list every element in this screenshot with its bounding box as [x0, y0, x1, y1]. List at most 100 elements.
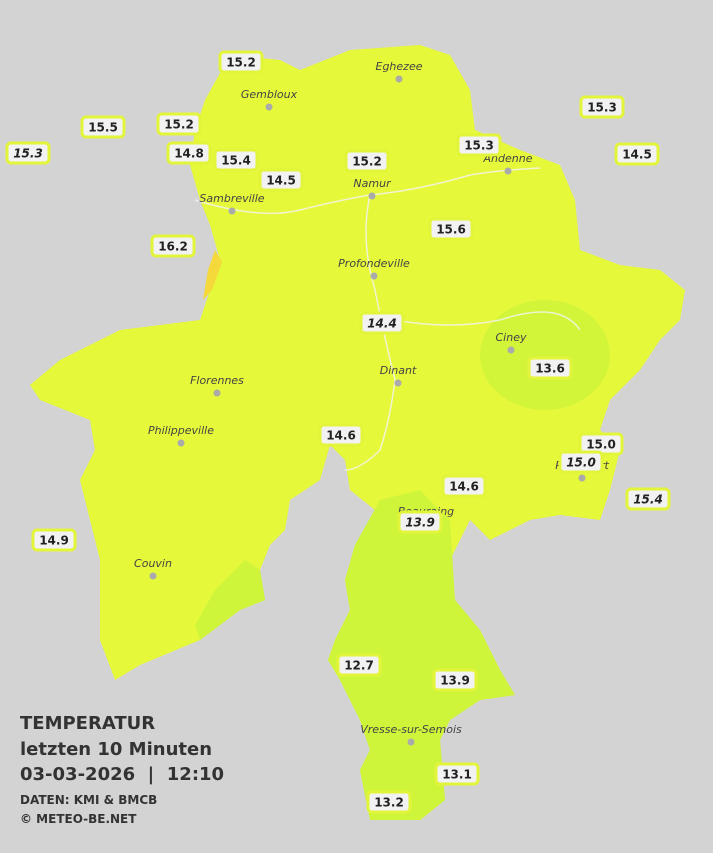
title: TEMPERATUR: [20, 713, 155, 734]
station-value: 15.5: [88, 121, 118, 135]
station-value: 13.6: [535, 362, 565, 376]
station: 13.9: [397, 510, 443, 534]
station: 15.5: [80, 115, 126, 139]
station-value: 16.2: [158, 240, 188, 254]
station-value: 14.5: [622, 148, 652, 162]
station-box: [614, 142, 660, 166]
station: 13.6: [527, 356, 573, 380]
station: 13.2: [366, 790, 412, 814]
station-value: 13.9: [405, 516, 435, 530]
station-box: [428, 217, 474, 241]
station-value: 14.8: [174, 147, 204, 161]
station-box: [625, 487, 671, 511]
station-value: 15.0: [566, 456, 596, 470]
city-label: Profondeville: [338, 257, 410, 270]
station-box: [150, 234, 196, 258]
station: 16.2: [150, 234, 196, 258]
station-box: [397, 510, 443, 534]
station-box: [166, 141, 212, 165]
station: 13.9: [432, 668, 478, 692]
station: 15.3: [456, 133, 502, 157]
station-value: 14.6: [326, 429, 356, 443]
cool-zone: [195, 560, 265, 640]
city-dot: [177, 439, 185, 447]
station-box: [558, 450, 604, 474]
city-label: Eghezee: [376, 60, 423, 73]
city-dot: [213, 389, 221, 397]
city-dot: [265, 103, 273, 111]
station-value: 14.9: [39, 534, 69, 548]
station-value: 15.0: [586, 438, 616, 452]
station-value: 15.6: [436, 223, 466, 237]
station: 15.3: [5, 141, 51, 165]
station: 14.9: [31, 528, 77, 552]
station-box: [359, 311, 405, 335]
station-box: [366, 790, 412, 814]
city-label: Dinant: [380, 364, 417, 377]
station-value: 15.4: [221, 154, 251, 168]
station-box: [344, 149, 390, 173]
station-value: 13.1: [442, 768, 472, 782]
city-dot: [504, 167, 512, 175]
city-dot: [507, 346, 515, 354]
city-dot: [149, 572, 157, 580]
city-dot: [578, 474, 586, 482]
subtitle: letzten 10 Minuten: [20, 739, 212, 760]
station-box: [80, 115, 126, 139]
station-value: 15.3: [587, 101, 617, 115]
station-box: [156, 112, 202, 136]
station: 15.0: [578, 432, 624, 456]
station: 15.2: [344, 149, 390, 173]
city-label: Florennes: [190, 374, 244, 387]
station-value: 15.3: [13, 147, 43, 161]
station: 15.4: [213, 148, 259, 172]
station-box: [258, 168, 304, 192]
city-dot: [368, 192, 376, 200]
city-dot: [370, 272, 378, 280]
station-value: 12.7: [344, 659, 374, 673]
station-value: 15.2: [226, 56, 256, 70]
station: 15.2: [156, 112, 202, 136]
station-box: [213, 148, 259, 172]
station-box: [5, 141, 51, 165]
station-value: 14.6: [449, 480, 479, 494]
station-value: 14.5: [266, 174, 296, 188]
station: 14.8: [166, 141, 212, 165]
station: 14.5: [614, 142, 660, 166]
station: 15.3: [579, 95, 625, 119]
city-label: Philippeville: [148, 424, 214, 437]
station: 14.4: [359, 311, 405, 335]
timestamp: 03-03-2026 | 12:10: [20, 764, 224, 785]
city-dot: [395, 75, 403, 83]
station-value: 15.2: [164, 118, 194, 132]
cool-zone: [328, 490, 515, 820]
station-value: 15.4: [633, 493, 663, 507]
station-value: 14.4: [367, 317, 397, 331]
cool-zone: [480, 300, 610, 410]
station-value: 15.3: [464, 139, 494, 153]
station: 15.4: [625, 487, 671, 511]
station: 14.6: [318, 423, 364, 447]
city-label: Couvin: [134, 557, 172, 570]
source: DATEN: KMI & BMCB: [20, 793, 157, 807]
city-label: Sambreville: [199, 192, 264, 205]
station-box: [318, 423, 364, 447]
station: 14.6: [441, 474, 487, 498]
station-value: 15.2: [352, 155, 382, 169]
station-box: [432, 668, 478, 692]
warm-zone: [203, 250, 222, 300]
station-box: [441, 474, 487, 498]
station-box: [31, 528, 77, 552]
city-label: Vresse-sur-Semois: [360, 723, 462, 736]
station: 13.1: [434, 762, 480, 786]
station-box: [336, 653, 382, 677]
station-box: [218, 50, 264, 74]
station-value: 13.2: [374, 796, 404, 810]
city-dot: [394, 379, 402, 387]
station-value: 13.9: [440, 674, 470, 688]
station: 12.7: [336, 653, 382, 677]
copyright: © METEO-BE.NET: [20, 812, 137, 826]
station: 14.5: [258, 168, 304, 192]
station: 15.2: [218, 50, 264, 74]
